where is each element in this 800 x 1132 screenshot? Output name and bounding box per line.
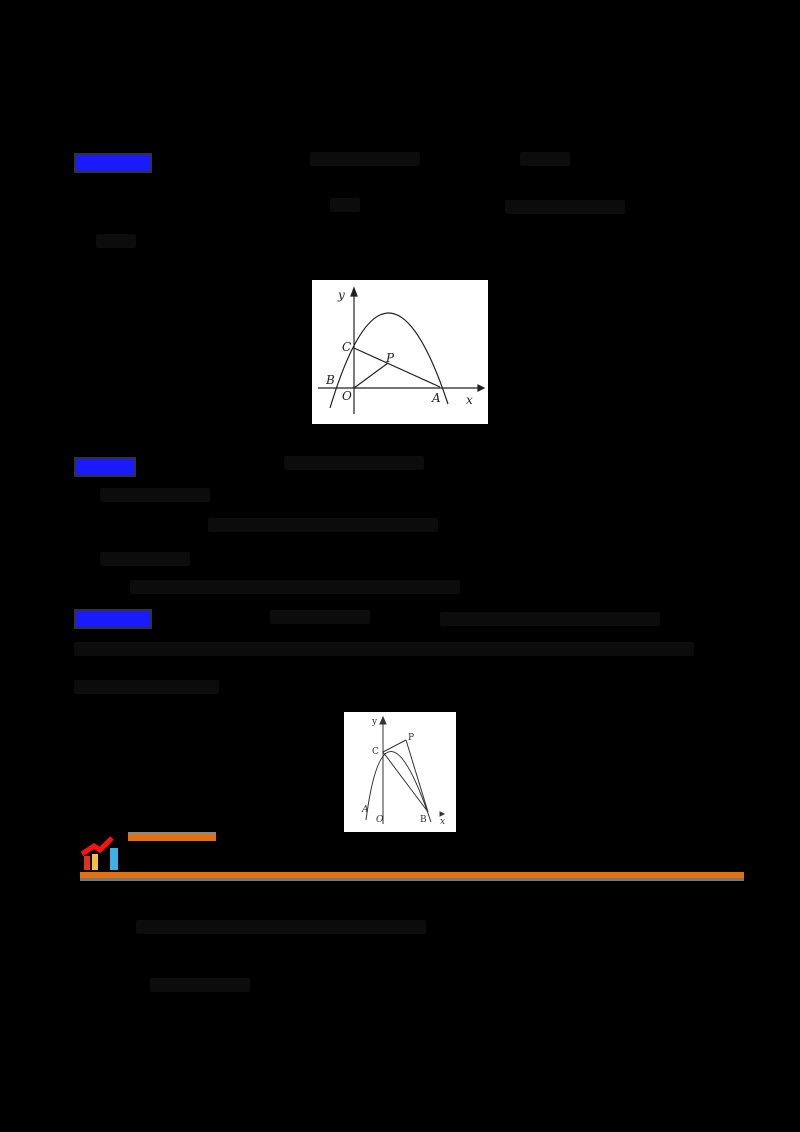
svg-text:y: y (337, 288, 345, 302)
chart-logo-icon (80, 834, 120, 872)
text-line (284, 456, 424, 470)
text-line (330, 198, 360, 212)
text-line (100, 552, 190, 566)
svg-text:x: x (440, 817, 445, 827)
figure-parabola-1: y x C P B O A (312, 280, 488, 424)
figure-parabola-2: y x C P A O B (344, 712, 456, 832)
svg-text:B: B (420, 815, 427, 825)
svg-text:C: C (342, 340, 351, 354)
text-line (270, 610, 370, 624)
svg-text:x: x (466, 393, 473, 407)
text-line (136, 920, 426, 934)
watermark-strip (346, 825, 432, 831)
svg-text:A: A (361, 805, 369, 815)
svg-text:C: C (372, 747, 379, 757)
text-line (74, 642, 694, 656)
section-tag-2 (74, 457, 136, 477)
text-line (100, 488, 210, 502)
svg-text:O: O (342, 389, 352, 403)
text-line (505, 200, 625, 214)
text-line (74, 680, 219, 694)
svg-text:P: P (408, 733, 414, 743)
parabola-graph-1: y x C P B O A (318, 286, 486, 414)
svg-text:P: P (385, 351, 395, 365)
banner-tab (128, 832, 216, 841)
svg-text:O: O (376, 815, 384, 825)
text-line (208, 518, 438, 532)
section-tag-3 (74, 609, 152, 629)
section-tag-1 (74, 153, 152, 173)
svg-text:A: A (431, 391, 441, 405)
text-line (310, 152, 420, 166)
text-line (96, 234, 136, 248)
parabola-graph-2: y x C P A O B (361, 715, 446, 827)
text-line (520, 152, 570, 166)
text-line (150, 978, 250, 992)
section-divider (80, 872, 744, 881)
text-line (130, 580, 460, 594)
svg-text:B: B (325, 373, 335, 387)
text-line (440, 612, 660, 626)
svg-text:y: y (371, 717, 378, 727)
